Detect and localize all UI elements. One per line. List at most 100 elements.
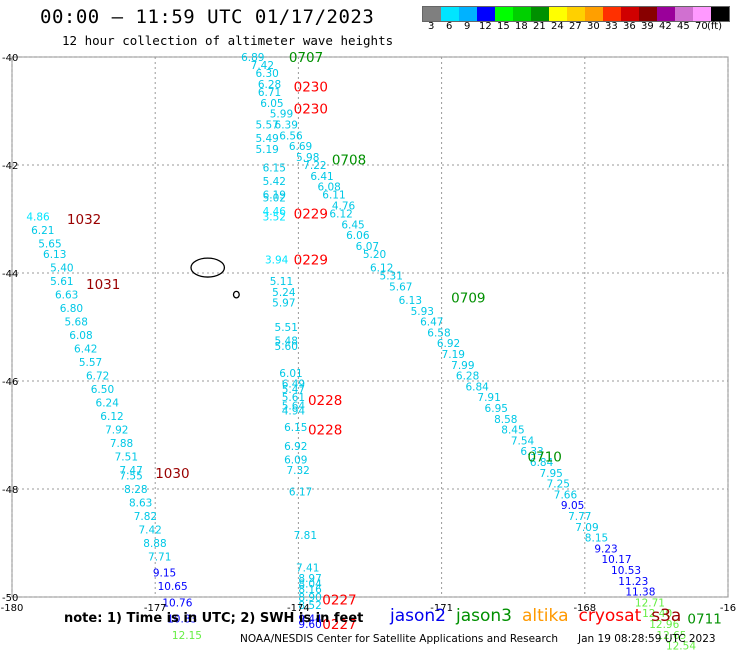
pass-time-label: 0229 bbox=[294, 207, 328, 223]
wave-height-label: 6.12 bbox=[100, 411, 123, 423]
page-title: 00:00 – 11:59 UTC 01/17/2023 bbox=[40, 6, 375, 28]
pass-time-label: 0711 bbox=[687, 612, 721, 628]
pass-time-label: 0709 bbox=[451, 290, 485, 306]
wave-height-label: 6.72 bbox=[86, 371, 109, 383]
satellite-jason2: jason2 bbox=[390, 606, 446, 626]
footnote-text: note: 1) Time is in UTC; 2) SWH is in fe… bbox=[64, 611, 364, 626]
wave-height-label: 5.65 bbox=[38, 238, 61, 250]
wave-height-label: 6.01 bbox=[279, 368, 302, 380]
legend-label: 30 bbox=[587, 21, 600, 32]
wave-height-label: 5.57 bbox=[255, 120, 278, 132]
wave-height-label: 5.42 bbox=[263, 176, 286, 188]
axis-tick-labels: -180 -177 -174 -171 -168 -16 -40 -42 -44 -46 -48 -5… bbox=[1, 53, 737, 614]
wave-height-label: 6.08 bbox=[69, 330, 92, 342]
legend-label: 6 bbox=[446, 21, 453, 32]
satellite-altika: altika bbox=[522, 606, 569, 626]
wave-height-label: 7.92 bbox=[105, 425, 128, 437]
legend-label: 21 bbox=[533, 21, 546, 32]
wave-height-label: 5.11 bbox=[270, 276, 293, 288]
legend-swatch bbox=[657, 7, 675, 21]
y-tick-label: -46 bbox=[2, 377, 18, 388]
wave-height-label: 5.19 bbox=[255, 144, 278, 156]
wave-height-label: 12.40 bbox=[642, 608, 672, 620]
wave-height-label: 6.28 bbox=[258, 79, 281, 91]
wave-height-label: 8.52 bbox=[298, 600, 321, 612]
legend-swatch bbox=[675, 7, 693, 21]
legend-swatch bbox=[441, 7, 459, 21]
wave-height-label: 10.76 bbox=[162, 597, 192, 609]
legend-swatch bbox=[423, 7, 441, 21]
wave-height-label: 7.32 bbox=[286, 465, 309, 477]
legend-swatch bbox=[585, 7, 603, 21]
pass-time-label: 0230 bbox=[294, 101, 328, 117]
wave-height-label: 5.64 bbox=[282, 400, 306, 412]
update-timestamp: Jan 19 08:28:59 UTC 2023 bbox=[578, 633, 716, 645]
legend-swatch bbox=[639, 7, 657, 21]
wave-height-label: 11.38 bbox=[625, 587, 655, 599]
wave-height-label: 5.97 bbox=[272, 298, 295, 310]
wave-height-label: 7.91 bbox=[477, 392, 500, 404]
wave-height-label: 10.17 bbox=[602, 554, 632, 566]
wave-height-label: 6.13 bbox=[399, 295, 422, 307]
wave-height-label: 5.99 bbox=[270, 109, 293, 121]
wave-height-label: 9.44 bbox=[298, 614, 322, 626]
legend-label: (ft) bbox=[707, 21, 723, 32]
wave-height-label: 5.68 bbox=[65, 317, 88, 329]
legend-swatch bbox=[621, 7, 639, 21]
legend-label: 36 bbox=[623, 21, 636, 32]
legend-swatch bbox=[495, 7, 513, 21]
wave-height-label: 6.08 bbox=[317, 182, 340, 194]
pass-time-label: 0710 bbox=[528, 450, 562, 466]
wave-height-label: 7.25 bbox=[547, 479, 570, 491]
wave-height-label: 7.51 bbox=[115, 452, 138, 464]
wave-height-label: 8.15 bbox=[585, 533, 608, 545]
wave-height-label: 6.92 bbox=[284, 441, 307, 453]
page-subtitle: 12 hour collection of altimeter wave hei… bbox=[62, 33, 394, 48]
legend-label: 3 bbox=[428, 21, 435, 32]
wave-height-label: 6.24 bbox=[96, 398, 120, 410]
satellite-cryosat: cryosat bbox=[578, 606, 642, 626]
wave-height-label: 6.12 bbox=[370, 263, 393, 275]
wave-height-label: 5.67 bbox=[389, 282, 412, 294]
color-legend-bar bbox=[422, 6, 730, 22]
legend-swatch bbox=[711, 7, 729, 21]
satellite-s3a: s3a bbox=[651, 606, 682, 626]
legend-label: 18 bbox=[515, 21, 528, 32]
legend-swatch bbox=[567, 7, 585, 21]
wave-height-label: 4.46 bbox=[263, 206, 287, 218]
wave-height-label: 6.17 bbox=[289, 487, 312, 499]
wave-height-label: 5.31 bbox=[380, 271, 403, 283]
wave-height-label: 7.95 bbox=[539, 468, 562, 480]
legend-label: 27 bbox=[569, 21, 582, 32]
wave-height-label: 6.33 bbox=[520, 446, 543, 458]
wave-height-points: 6.897.426.306.286.716.055.995.576.395.49… bbox=[26, 52, 696, 650]
wave-height-label: 6.06 bbox=[346, 230, 370, 242]
wave-height-label: 6.89 bbox=[241, 52, 264, 64]
wave-height-label: 5.24 bbox=[272, 287, 296, 299]
wave-height-label: 7.54 bbox=[511, 435, 535, 447]
wave-height-label: 5.51 bbox=[275, 322, 298, 334]
wave-height-label: 7.42 bbox=[138, 525, 161, 537]
wave-height-label: 8.58 bbox=[494, 414, 517, 426]
wave-height-label: 5.20 bbox=[363, 249, 386, 261]
wave-height-label: 8.04 bbox=[298, 579, 322, 591]
legend-label: 9 bbox=[464, 21, 471, 32]
wave-height-label: 7.09 bbox=[575, 522, 598, 534]
wave-height-label: 8.88 bbox=[143, 538, 166, 550]
wave-height-label: 6.28 bbox=[456, 371, 479, 383]
wave-height-label: 7.81 bbox=[294, 530, 317, 542]
wave-height-label: 9.15 bbox=[153, 568, 176, 580]
wave-height-label: 9.05 bbox=[561, 500, 584, 512]
grid-lines bbox=[11, 56, 729, 598]
wave-height-label: 6.92 bbox=[437, 338, 460, 350]
color-legend-labels: 3 6 9 12 15 18 21 24 27 30 33 36 39 42 45 70 (ft) bbox=[422, 21, 728, 35]
wave-height-label: 6.45 bbox=[341, 219, 364, 231]
wave-height-label: 6.12 bbox=[329, 209, 352, 221]
wave-height-label: 8.63 bbox=[129, 498, 152, 510]
wave-height-label: 9.60 bbox=[298, 619, 321, 631]
pass-time-label: 0228 bbox=[308, 423, 342, 439]
legend-label: 45 bbox=[677, 21, 690, 32]
pass-time-label: 1032 bbox=[67, 212, 101, 228]
wave-height-label: 6.95 bbox=[485, 403, 508, 415]
